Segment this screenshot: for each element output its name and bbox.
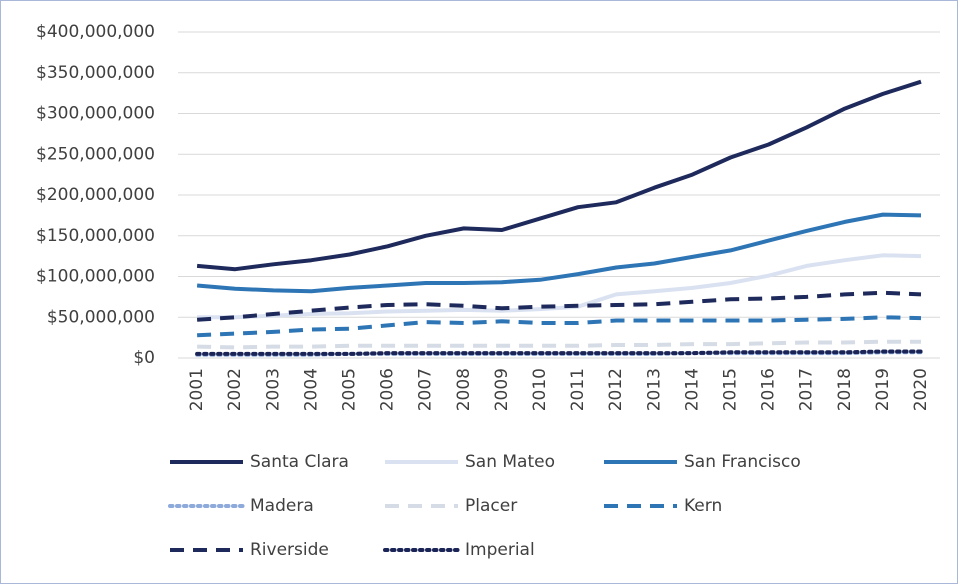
legend-label: Kern (684, 496, 722, 516)
y-tick-label: $100,000,000 (36, 267, 155, 287)
y-tick-label: $150,000,000 (36, 226, 155, 246)
x-tick-label: 2020 (911, 368, 931, 411)
series-line (195, 349, 923, 356)
series-line (197, 315, 922, 338)
legend-label: San Mateo (465, 452, 555, 472)
x-tick-label: 2002 (225, 368, 245, 411)
x-tick-label: 2001 (187, 368, 207, 411)
x-tick-label: 2016 (759, 368, 779, 411)
x-tick-label: 2018 (835, 368, 855, 411)
y-tick-label: $300,000,000 (36, 104, 155, 124)
series-line (196, 79, 922, 272)
x-tick-label: 2006 (378, 368, 398, 411)
y-tick-label: $350,000,000 (36, 63, 155, 83)
series-line (196, 290, 922, 322)
y-tick-label: $200,000,000 (36, 185, 155, 205)
legend-label: Imperial (465, 540, 535, 560)
legend-label: San Francisco (684, 452, 801, 472)
x-tick-label: 2009 (492, 368, 512, 411)
x-tick-label: 2011 (568, 368, 588, 411)
x-tick-label: 2015 (720, 368, 740, 411)
x-tick-label: 2019 (873, 368, 893, 411)
legend-label: Madera (250, 496, 314, 516)
x-tick-label: 2012 (606, 368, 626, 411)
x-tick-label: 2017 (797, 368, 817, 411)
series-line (197, 339, 921, 350)
y-tick-label: $250,000,000 (36, 144, 155, 164)
y-tick-label: $0 (133, 348, 155, 368)
legend-label: Riverside (250, 540, 329, 560)
series-line (197, 253, 922, 320)
x-tick-label: 2005 (339, 368, 359, 411)
series-line (196, 212, 922, 294)
x-tick-label: 2003 (263, 368, 283, 411)
x-tick-label: 2007 (416, 368, 436, 411)
legend-label: Placer (465, 496, 517, 516)
x-tick-label: 2008 (454, 368, 474, 411)
x-tick-label: 2014 (682, 368, 702, 411)
x-tick-label: 2004 (301, 368, 321, 411)
legend-label: Santa Clara (250, 452, 349, 472)
x-tick-label: 2013 (644, 368, 664, 411)
x-tick-label: 2010 (530, 368, 550, 411)
y-tick-label: $50,000,000 (47, 307, 155, 327)
y-tick-label: $400,000,000 (36, 22, 155, 42)
